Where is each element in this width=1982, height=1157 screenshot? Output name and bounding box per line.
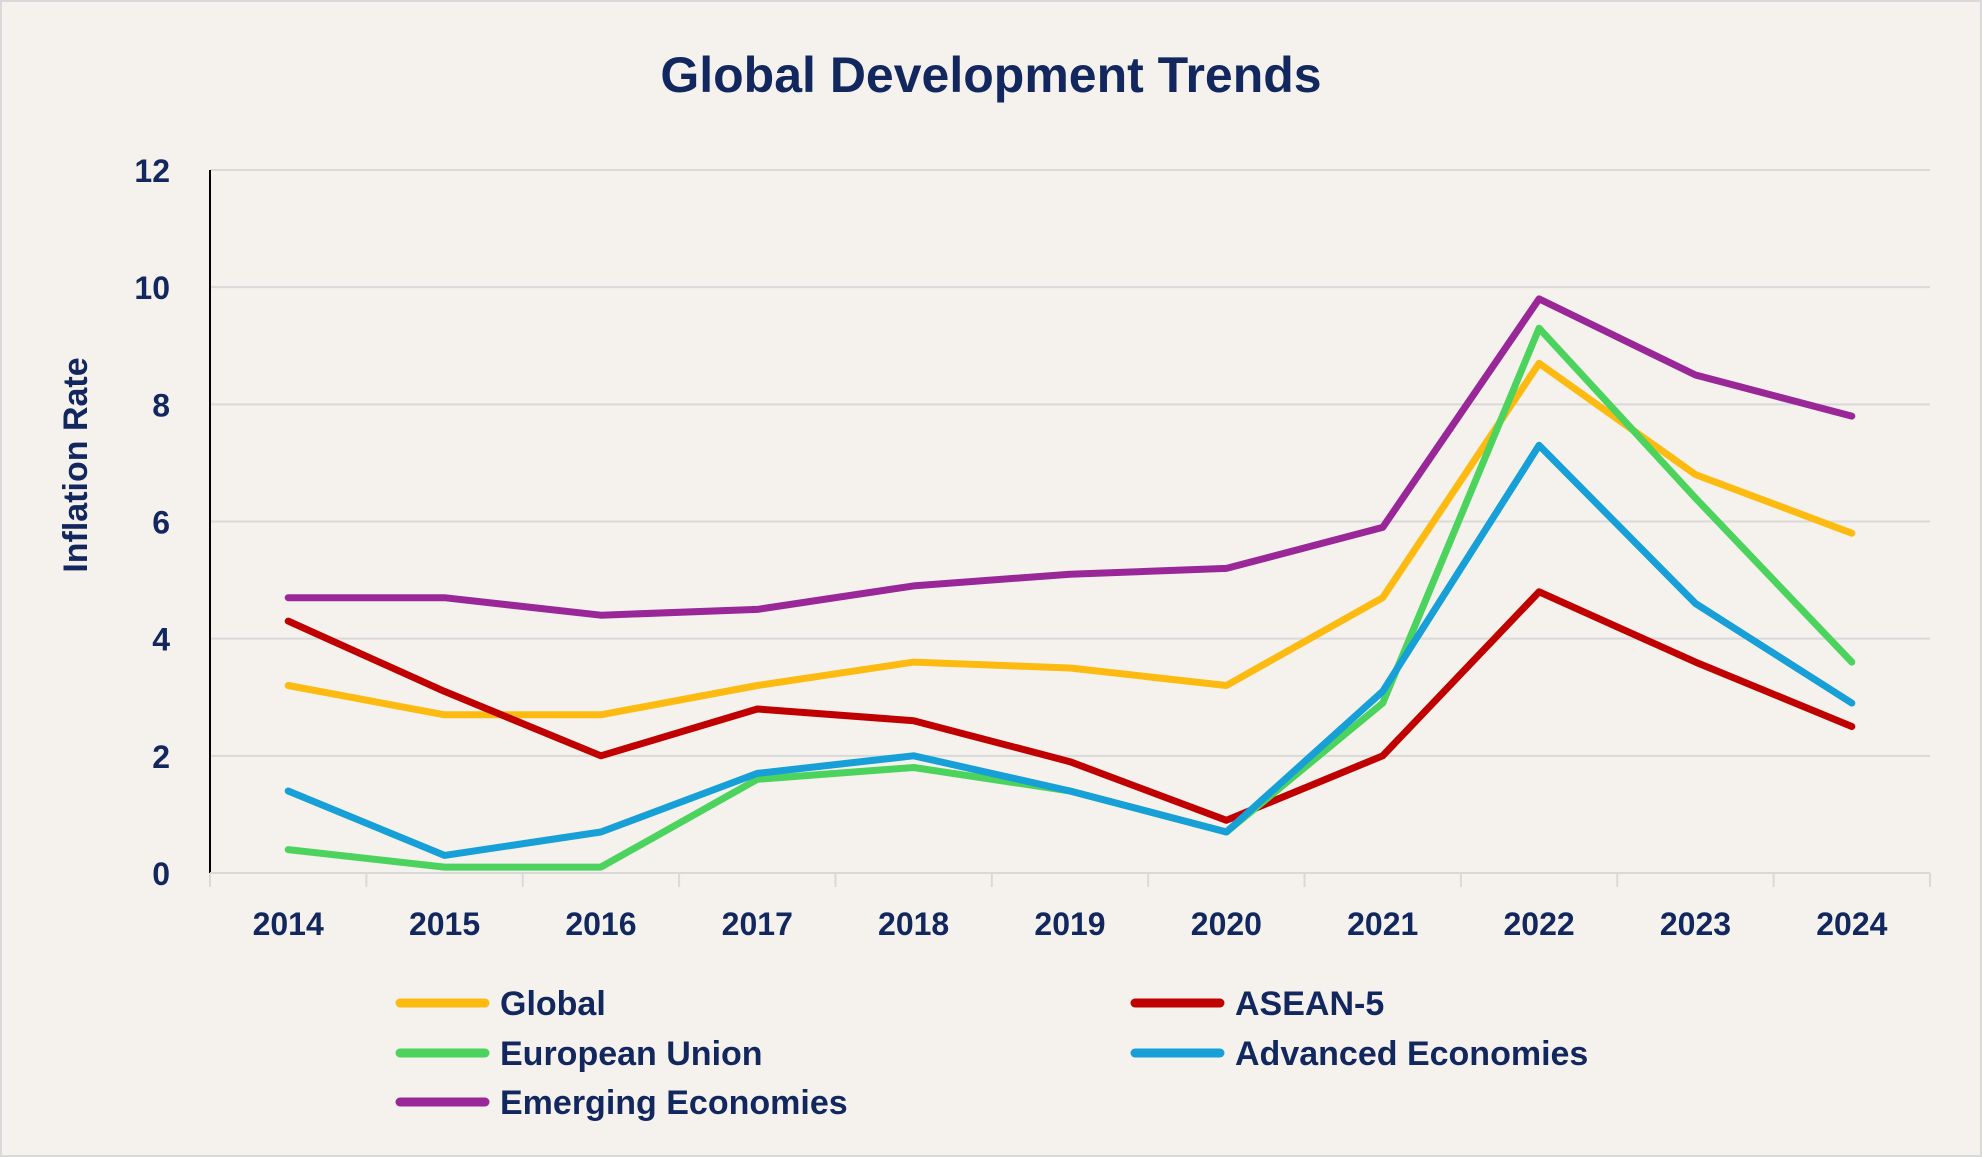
chart-title: Global Development Trends	[660, 47, 1321, 103]
legend-label: Global	[500, 985, 606, 1023]
x-tick-label: 2014	[253, 906, 324, 942]
series-line-advanced-economies	[284, 441, 1856, 859]
x-tick-label: 2022	[1503, 906, 1574, 942]
series-lines	[284, 295, 1856, 871]
legend-item-advanced-economies: Advanced Economies	[1130, 1035, 1588, 1073]
x-tick-label: 2015	[409, 906, 480, 942]
legend-label: European Union	[500, 1035, 763, 1073]
x-tick-label: 2019	[1034, 906, 1105, 942]
series-line-asean-5	[284, 588, 1856, 824]
y-tick-label: 8	[152, 387, 170, 423]
x-tick-label: 2017	[722, 906, 793, 942]
y-tick-label: 10	[134, 270, 170, 306]
x-axis: 2014 2015 2016 2017 2018 2019 2020 2021 2022 2023…	[209, 872, 1931, 942]
y-tick-label: 0	[152, 856, 170, 892]
legend-item-european-union: European Union	[395, 1035, 763, 1073]
series-line-emerging-economies	[284, 295, 1856, 619]
series-line-global	[284, 359, 1856, 719]
y-tick-label: 12	[134, 153, 170, 189]
x-tick-label: 2020	[1191, 906, 1262, 942]
y-axis: 0 2 4 6 8 10 12	[134, 153, 211, 892]
y-tick-label: 4	[152, 622, 170, 658]
x-tick-label: 2023	[1660, 906, 1731, 942]
legend-label: Emerging Economies	[500, 1084, 848, 1122]
x-tick-label: 2016	[565, 906, 636, 942]
y-tick-label: 6	[152, 505, 170, 541]
x-tick-label: 2021	[1347, 906, 1418, 942]
y-axis-title: Inflation Rate	[57, 357, 95, 572]
x-tick-label: 2018	[878, 906, 949, 942]
legend-label: ASEAN-5	[1235, 985, 1384, 1023]
legend-item-asean-5: ASEAN-5	[1130, 985, 1384, 1023]
legend-item-emerging-economies: Emerging Economies	[395, 1084, 848, 1122]
legend: Global ASEAN-5 European Union Advanced Econ…	[395, 985, 1588, 1122]
y-tick-label: 2	[152, 739, 170, 775]
legend-item-global: Global	[395, 985, 606, 1023]
legend-label: Advanced Economies	[1235, 1035, 1588, 1073]
x-tick-label: 2024	[1816, 906, 1887, 942]
